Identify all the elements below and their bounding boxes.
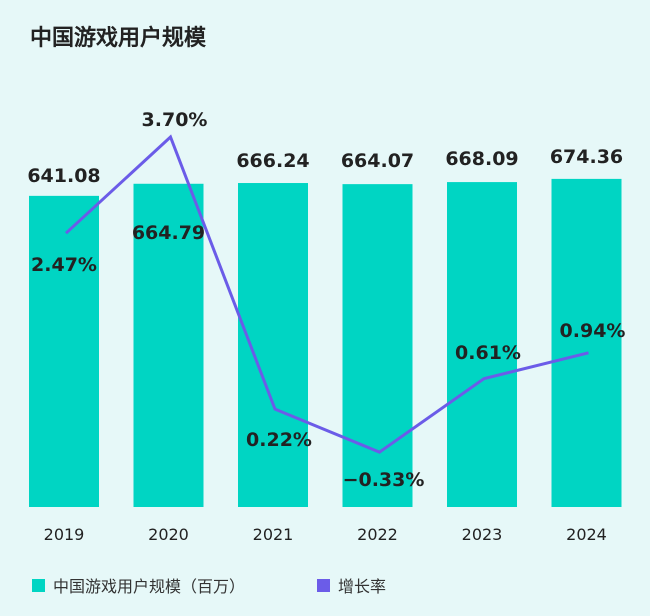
bar-2021: [238, 183, 308, 508]
bar-2022: [342, 184, 413, 508]
x-tick-label: 2021: [253, 525, 294, 544]
x-tick-label: 2024: [566, 525, 607, 544]
legend-label-bar: 中国游戏用户规模（百万）: [53, 577, 246, 596]
x-tick-label: 2019: [44, 525, 85, 544]
bar-value-label: 664.07: [341, 150, 414, 172]
bar-value-label: 641.08: [27, 165, 100, 187]
growth-line: [64, 134, 589, 454]
growth-value-label: 2.47%: [31, 254, 97, 276]
bar-2023: [447, 182, 517, 507]
x-tick-label: 2022: [357, 525, 398, 544]
growth-value-label: 3.70%: [142, 109, 208, 131]
x-tick-label: 2023: [462, 525, 503, 544]
chart-title: 中国游戏用户规模: [30, 26, 207, 51]
bar-value-label: 666.24: [236, 150, 309, 172]
bar-2024: [551, 178, 622, 507]
legend-item-line: 增长率: [317, 573, 386, 597]
bar-value-label: 664.79: [132, 222, 205, 244]
legend-swatch-line: [317, 578, 330, 592]
bar-value-label: 674.36: [550, 146, 623, 168]
growth-value-label: 0.22%: [246, 429, 312, 451]
growth-value-label: 0.61%: [455, 342, 521, 364]
bar-2020: [133, 183, 204, 508]
bar-value-label: 668.09: [445, 148, 518, 170]
growth-value-label: 0.94%: [560, 320, 626, 342]
bar-2019: [29, 195, 99, 508]
legend-label-line: 增长率: [338, 577, 387, 596]
growth-value-label: −0.33%: [343, 469, 425, 491]
legend-item-bar: 中国游戏用户规模（百万）: [32, 573, 245, 597]
x-tick-label: 2020: [148, 525, 189, 544]
legend-swatch-bar: [32, 578, 45, 592]
